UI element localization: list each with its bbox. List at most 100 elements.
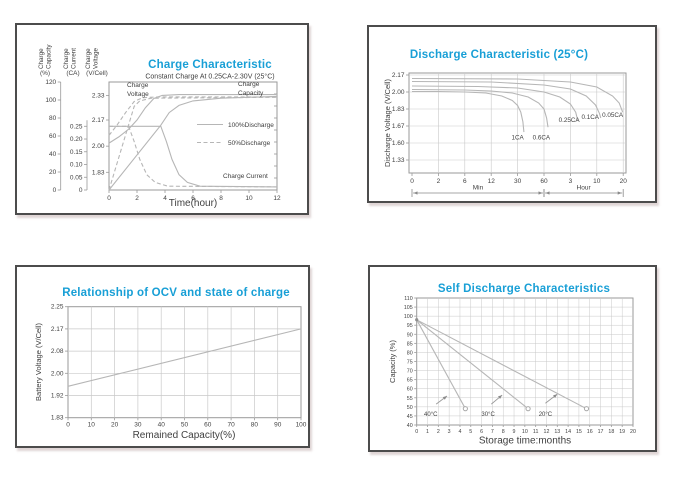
self-discharge-40c: [416, 319, 466, 409]
svg-text:70: 70: [227, 422, 235, 429]
svg-text:40: 40: [407, 423, 413, 429]
svg-text:55: 55: [407, 396, 413, 402]
svg-text:100: 100: [45, 97, 56, 104]
svg-text:20°C: 20°C: [539, 412, 553, 418]
discharge-0.6ca: [411, 88, 549, 128]
svg-text:Capacity: Capacity: [46, 44, 53, 69]
charge-current-100pct: [109, 125, 278, 188]
svg-text:60: 60: [49, 133, 57, 140]
plot-area: 0 2 6 12 30 60 3 10 20 2.17 2.00 1.83 1.67 1.60 1.33 1C…: [392, 72, 627, 197]
svg-text:0.25CA: 0.25CA: [559, 117, 581, 124]
svg-text:2: 2: [135, 195, 139, 202]
svg-text:0: 0: [66, 422, 70, 429]
svg-text:75: 75: [407, 360, 413, 366]
svg-text:2.25: 2.25: [51, 304, 64, 311]
svg-text:0: 0: [107, 195, 111, 202]
svg-text:10: 10: [593, 178, 601, 185]
svg-text:16: 16: [587, 429, 593, 435]
svg-text:0: 0: [53, 187, 57, 194]
svg-text:0.15: 0.15: [70, 149, 83, 156]
svg-text:7: 7: [491, 429, 494, 435]
svg-text:20: 20: [620, 178, 628, 185]
svg-text:70: 70: [407, 369, 413, 375]
svg-text:0: 0: [410, 178, 414, 185]
svg-text:1CA: 1CA: [511, 134, 524, 141]
svg-text:6: 6: [191, 195, 195, 202]
svg-text:20: 20: [630, 429, 636, 435]
svg-text:40°C: 40°C: [424, 412, 438, 418]
discharge-1ca: [412, 90, 525, 133]
svg-text:1.83: 1.83: [51, 415, 64, 422]
svg-text:45: 45: [407, 414, 413, 420]
self-discharge-30c-end-marker: [525, 406, 531, 412]
svg-text:2.17: 2.17: [392, 72, 405, 79]
svg-text:50: 50: [407, 405, 413, 411]
svg-text:5: 5: [469, 429, 472, 435]
svg-text:10: 10: [522, 429, 528, 435]
svg-text:80: 80: [251, 422, 259, 429]
svg-text:0.05CA: 0.05CA: [602, 112, 624, 119]
svg-text:40: 40: [49, 151, 57, 158]
svg-text:Charge: Charge: [63, 48, 70, 69]
svg-text:Charge: Charge: [127, 82, 149, 89]
svg-text:0.6CA: 0.6CA: [533, 134, 551, 141]
svg-text:Voltage: Voltage: [127, 91, 149, 98]
chart-title: Self Discharge Characteristics: [438, 283, 610, 295]
svg-text:0.10: 0.10: [70, 162, 83, 169]
svg-text:Min: Min: [473, 185, 484, 192]
svg-text:60: 60: [407, 387, 413, 393]
svg-text:100%Discharge: 100%Discharge: [228, 122, 274, 129]
charge-characteristic-panel: Charge Characteristic Constant Charge At…: [15, 23, 309, 215]
svg-text:100: 100: [296, 422, 307, 429]
chart-title: Discharge Characteristic (25°C): [410, 49, 588, 61]
discharge-0.25ca: [411, 85, 579, 121]
svg-text:(CA): (CA): [66, 70, 79, 77]
ocv-line: [67, 328, 302, 387]
y-axis-label: Capacity (%): [388, 340, 397, 383]
charge-characteristic-chart: Charge Characteristic Constant Charge At…: [38, 44, 281, 209]
series-start-marker: [415, 318, 419, 322]
x-axis-label: Remained Capacity(%): [133, 430, 236, 441]
svg-text:1.33: 1.33: [392, 157, 405, 164]
svg-text:10: 10: [88, 422, 96, 429]
svg-text:8: 8: [502, 429, 505, 435]
svg-text:Charge Current: Charge Current: [223, 173, 268, 180]
svg-text:90: 90: [407, 332, 413, 338]
self-discharge-20c-end-marker: [583, 406, 590, 412]
svg-text:20: 20: [111, 422, 119, 429]
svg-text:6: 6: [463, 178, 467, 185]
self-discharge-chart: Self Discharge Characteristics Capacity …: [388, 283, 636, 447]
plot-area: 0 1 2 3 4 5 6 7 8 9 10 11 12 13 14 15 16 17 18 19 2011010510…: [404, 296, 636, 435]
charge-voltage-100pct: [108, 94, 277, 144]
svg-text:65: 65: [407, 378, 413, 384]
svg-text:0: 0: [79, 187, 83, 194]
svg-text:2.00: 2.00: [392, 89, 405, 96]
chart-title: Relationship of OCV and state of charge: [62, 287, 290, 299]
svg-text:12: 12: [488, 178, 496, 185]
svg-text:11: 11: [533, 429, 539, 435]
svg-text:12: 12: [544, 429, 550, 435]
svg-text:100: 100: [404, 314, 413, 320]
svg-text:18: 18: [608, 429, 614, 435]
svg-text:60: 60: [204, 422, 212, 429]
svg-text:0.1CA: 0.1CA: [581, 114, 599, 121]
svg-text:14: 14: [565, 429, 571, 435]
svg-text:2.00: 2.00: [51, 370, 64, 377]
svg-text:30: 30: [134, 422, 142, 429]
svg-text:105: 105: [404, 305, 413, 311]
svg-text:9: 9: [513, 429, 516, 435]
svg-text:0.25: 0.25: [70, 123, 83, 130]
svg-text:13: 13: [554, 429, 560, 435]
svg-text:Charge: Charge: [38, 48, 45, 69]
svg-text:Charge: Charge: [238, 81, 260, 88]
discharge-characteristic-chart: Discharge Characteristic (25°C) Discharg…: [383, 49, 627, 197]
svg-text:2.17: 2.17: [51, 326, 64, 333]
charge-current-50pct: [109, 125, 278, 188]
svg-text:30: 30: [514, 178, 522, 185]
svg-text:80: 80: [49, 115, 57, 122]
svg-text:(%): (%): [40, 70, 50, 77]
svg-text:60: 60: [540, 178, 548, 185]
svg-text:4: 4: [458, 429, 461, 435]
